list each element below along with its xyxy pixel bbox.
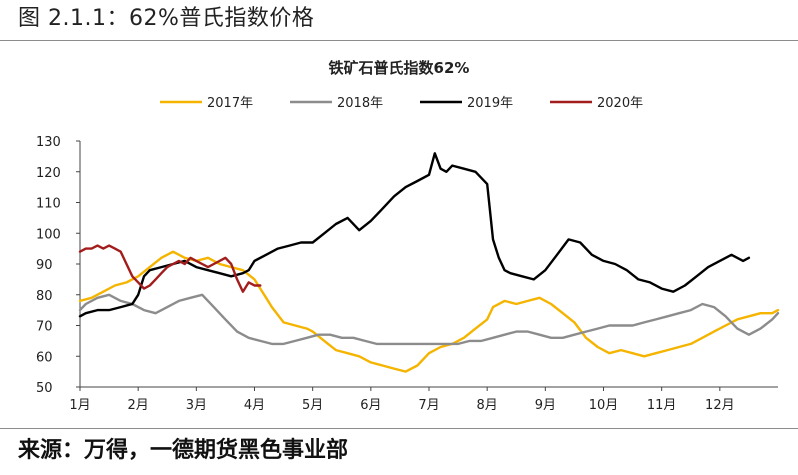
- legend-entry: 2018年: [290, 96, 383, 111]
- top-divider: [0, 40, 798, 41]
- y-tick-label: 80: [36, 289, 53, 304]
- legend-label: 2018年: [337, 96, 383, 111]
- y-tick-label: 130: [36, 135, 61, 150]
- x-tick-label: 12月: [705, 398, 735, 413]
- series-line-2017年: [78, 250, 780, 373]
- y-tick-label: 50: [36, 381, 53, 396]
- source-note: 来源：万得，一德期货黑色事业部: [18, 438, 349, 463]
- price-index-chart: 铁矿石普氏指数62% 2017年 2018年 2019年 2020年 50 60 70 80…: [36, 59, 780, 413]
- y-tick-label: 60: [36, 350, 53, 365]
- legend-entry: 2019年: [420, 96, 513, 111]
- x-tick-label: 6月: [360, 398, 381, 413]
- series-line-2019年: [78, 152, 751, 318]
- chart-container: 铁矿石普氏指数62% 2017年 2018年 2019年 2020年 50 60 70 80…: [0, 41, 798, 427]
- x-tick-label: 2月: [128, 398, 149, 413]
- x-tick-label: 4月: [244, 398, 265, 413]
- x-tick-label: 1月: [69, 398, 90, 413]
- x-axis: 1月 2月 3月 4月 5月 6月 7月 8月 9月 10月 11月 12月: [69, 386, 778, 413]
- figure-caption: 图 2.1.1：62%普氏指数价格: [18, 6, 315, 31]
- x-tick-label: 9月: [535, 398, 556, 413]
- chart-legend: 2017年 2018年 2019年 2020年: [160, 96, 643, 111]
- plot-lines: [78, 152, 780, 373]
- x-tick-label: 5月: [302, 398, 323, 413]
- legend-label: 2017年: [207, 96, 253, 111]
- legend-entry: 2017年: [160, 96, 253, 111]
- legend-entry: 2020年: [550, 96, 643, 111]
- x-tick-label: 10月: [589, 398, 619, 413]
- y-tick-label: 110: [36, 197, 61, 212]
- chart-title: 铁矿石普氏指数62%: [329, 59, 470, 77]
- y-tick-label: 90: [36, 258, 53, 273]
- series-line-2020年: [78, 244, 262, 293]
- y-tick-label: 120: [36, 166, 61, 181]
- x-tick-label: 7月: [418, 398, 439, 413]
- series-line-2018年: [78, 293, 780, 346]
- legend-label: 2020年: [597, 96, 643, 111]
- x-tick-label: 11月: [647, 398, 677, 413]
- x-tick-label: 8月: [477, 398, 498, 413]
- x-tick-label: 3月: [186, 398, 207, 413]
- y-tick-label: 70: [36, 320, 53, 335]
- bottom-divider: [0, 428, 798, 429]
- legend-label: 2019年: [467, 96, 513, 111]
- y-axis: 50 60 70 80 90 100 110 120 130: [36, 135, 81, 396]
- y-tick-label: 100: [36, 227, 61, 242]
